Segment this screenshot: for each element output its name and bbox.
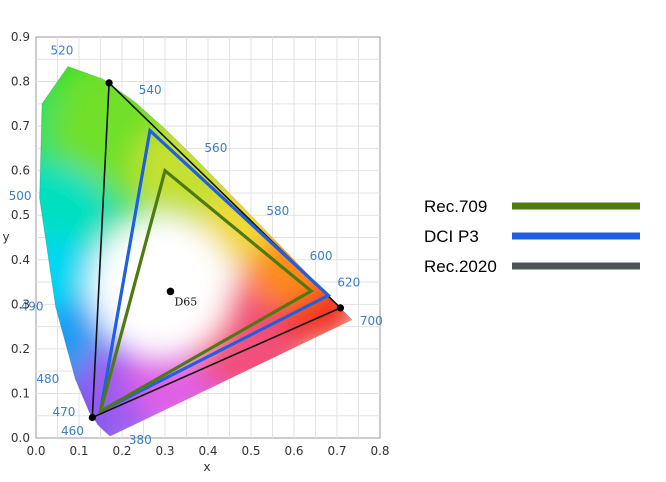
wavelength-label: 500 xyxy=(9,189,32,203)
wavelength-label: 620 xyxy=(337,276,360,290)
y-axis-label: y xyxy=(2,230,9,244)
gamut-triangle-rec-2020 xyxy=(91,81,342,419)
x-tick-label: 0.5 xyxy=(241,444,260,458)
y-tick-label: 0.6 xyxy=(11,164,30,178)
x-tick-label: 0.2 xyxy=(112,444,131,458)
y-tick-label: 0.1 xyxy=(11,386,30,400)
x-tick-label: 0.6 xyxy=(284,444,303,458)
legend-label: DCI P3 xyxy=(424,227,479,246)
x-tick-label: 0.0 xyxy=(26,444,45,458)
wavelength-label: 700 xyxy=(360,314,383,328)
legend-label: Rec.2020 xyxy=(424,257,497,276)
white-point-marker xyxy=(166,287,175,296)
legend-label: Rec.709 xyxy=(424,197,487,216)
gamut-triangles xyxy=(91,81,342,419)
wavelength-label: 470 xyxy=(52,405,75,419)
wavelength-labels: 380 460 470 480 490 500 520 540 560 580 600 620 700 xyxy=(9,43,383,446)
x-tick-label: 0.1 xyxy=(69,444,88,458)
wavelength-label: 460 xyxy=(61,424,84,438)
y-tick-label: 0.2 xyxy=(11,342,30,356)
y-tick-label: 0.0 xyxy=(11,431,30,445)
wavelength-label: 380 xyxy=(129,433,152,447)
y-tick-label: 0.4 xyxy=(11,253,30,267)
gamut-vertices xyxy=(88,79,345,422)
white-point: D65 xyxy=(166,287,197,308)
gamut-vertex xyxy=(105,79,113,87)
y-tick-label: 0.8 xyxy=(11,75,30,89)
y-tick-label: 0.7 xyxy=(11,119,30,133)
x-tick-label: 0.8 xyxy=(370,444,389,458)
wavelength-label: 480 xyxy=(36,372,59,386)
gamut-vertex xyxy=(88,413,96,422)
wavelength-label: 490 xyxy=(21,300,44,314)
white-point-label: D65 xyxy=(174,295,197,308)
legend: Rec.709 DCI P3 Rec.2020 xyxy=(424,197,640,276)
x-tick-label: 0.7 xyxy=(327,444,346,458)
y-tick-label: 0.9 xyxy=(11,30,30,44)
y-axis-ticks: 0.0 0.1 0.2 0.3 0.4 0.5 0.6 0.7 0.8 0.9 xyxy=(11,30,30,445)
gamut-vertex xyxy=(336,304,345,312)
x-axis-ticks: 0.0 0.1 0.2 0.3 0.4 0.5 0.6 0.7 0.8 xyxy=(26,444,389,458)
gamut-triangle-rec-709 xyxy=(97,167,315,415)
wavelength-label: 560 xyxy=(204,141,227,155)
y-tick-label: 0.5 xyxy=(11,208,30,222)
x-tick-label: 0.3 xyxy=(155,444,174,458)
wavelength-label: 580 xyxy=(266,204,289,218)
x-tick-label: 0.4 xyxy=(198,444,217,458)
wavelength-label: 520 xyxy=(50,43,73,57)
gamut-triangle-dci-p3 xyxy=(98,127,332,415)
y-tick-label: 0.3 xyxy=(11,297,30,311)
wavelength-label: 540 xyxy=(139,83,162,97)
x-axis-label: x xyxy=(203,460,210,474)
wavelength-label: 600 xyxy=(310,249,333,263)
